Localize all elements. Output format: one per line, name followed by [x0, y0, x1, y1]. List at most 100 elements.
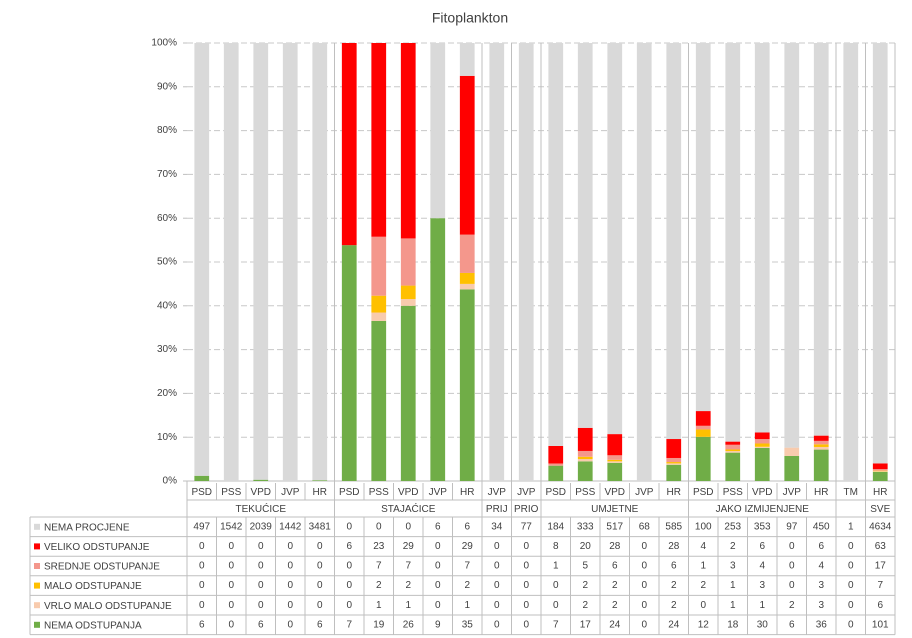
x-tick-label: PSS — [369, 487, 389, 498]
bar-segment — [548, 445, 564, 464]
legend-swatch — [34, 543, 40, 550]
table-value: 0 — [228, 541, 234, 552]
bar-segment — [459, 272, 475, 284]
table-value: 0 — [376, 521, 382, 532]
table-value: 2039 — [250, 521, 273, 532]
table-value: 35 — [462, 619, 474, 630]
table-value: 497 — [193, 521, 210, 532]
table-value: 0 — [523, 561, 529, 572]
table-value: 0 — [258, 580, 264, 591]
bar-segment — [400, 238, 416, 286]
table-value: 4 — [818, 561, 824, 572]
x-tick-label: JVP — [783, 487, 802, 498]
table-value: 3 — [730, 561, 736, 572]
legend-label: NEMA PROCJENE — [44, 522, 130, 533]
x-tick-label: VPD — [604, 487, 625, 498]
table-value: 23 — [373, 541, 385, 552]
table-value: 585 — [665, 521, 682, 532]
legend-label: VRLO MALO ODSTUPANJE — [44, 601, 172, 612]
bar-segment — [459, 283, 475, 290]
bar-segment — [784, 43, 800, 448]
table-value: 6 — [346, 541, 352, 552]
bar-segment — [548, 43, 564, 446]
table-value: 2 — [671, 580, 677, 591]
table-value: 3 — [818, 580, 824, 591]
group-label: PRIO — [514, 504, 539, 515]
group-label: PRIJ — [486, 504, 508, 515]
bar-segment — [459, 234, 475, 273]
bar-segment — [577, 43, 593, 428]
legend-label: VELIKO ODSTUPANJE — [44, 542, 150, 553]
x-tick-label: PSD — [339, 487, 360, 498]
table-value: 0 — [641, 561, 647, 572]
table-value: 0 — [346, 521, 352, 532]
x-tick-label: JVP — [281, 487, 300, 498]
table-value: 1 — [730, 600, 736, 611]
group-label: SVE — [870, 504, 890, 515]
table-value: 34 — [491, 521, 503, 532]
bar-segment — [607, 462, 623, 481]
legend-label: SREDNJE ODSTUPANJE — [44, 562, 160, 573]
table-value: 0 — [346, 561, 352, 572]
y-tick-label: 30% — [157, 344, 177, 355]
y-tick-label: 10% — [157, 432, 177, 443]
table-value: 1542 — [220, 521, 243, 532]
x-tick-label: TM — [844, 487, 858, 498]
bar-segment — [813, 435, 829, 441]
table-value: 0 — [346, 580, 352, 591]
table-value: 4 — [700, 541, 706, 552]
table-value: 6 — [317, 619, 323, 630]
table-value: 2 — [376, 580, 382, 591]
table-value: 6 — [671, 561, 677, 572]
table-value: 17 — [875, 561, 887, 572]
x-tick-label: HR — [313, 487, 327, 498]
bar-segment — [577, 427, 593, 451]
table-value: 0 — [435, 580, 441, 591]
legend-label: MALO ODSTUPANJE — [44, 581, 142, 592]
table-value: 0 — [789, 561, 795, 572]
table-value: 0 — [700, 600, 706, 611]
bar-segment — [636, 43, 652, 481]
bar-segment — [577, 461, 593, 481]
y-tick-label: 100% — [151, 38, 177, 49]
table-value: 1 — [405, 600, 411, 611]
legend-swatch — [34, 523, 40, 530]
table-value: 0 — [523, 580, 529, 591]
table-value: 36 — [816, 619, 828, 630]
bar-segment — [725, 441, 741, 445]
table-value: 6 — [877, 600, 883, 611]
table-value: 0 — [228, 619, 234, 630]
table-value: 0 — [789, 541, 795, 552]
bar-segment — [754, 432, 770, 440]
table-value: 2 — [405, 580, 411, 591]
chart-title: Fitoplankton — [432, 10, 508, 26]
x-tick-label: VPD — [250, 487, 271, 498]
table-value: 9 — [435, 619, 441, 630]
table-value: 0 — [553, 580, 559, 591]
bar-segment — [223, 43, 239, 481]
table-value: 28 — [609, 541, 621, 552]
table-value: 0 — [199, 600, 205, 611]
table-value: 0 — [553, 600, 559, 611]
y-tick-label: 80% — [157, 125, 177, 136]
table-value: 0 — [848, 619, 854, 630]
table-value: 0 — [258, 541, 264, 552]
table-value: 0 — [287, 600, 293, 611]
x-tick-label: HR — [667, 487, 681, 498]
legend-swatch — [34, 563, 40, 569]
table-value: 7 — [376, 561, 382, 572]
bar-segment — [695, 436, 711, 481]
table-value: 100 — [695, 521, 712, 532]
bar-segment — [371, 320, 387, 481]
x-tick-label: PSD — [545, 487, 566, 498]
table-value: 101 — [872, 619, 889, 630]
bar-segment — [813, 43, 829, 436]
table-value: 0 — [258, 561, 264, 572]
bar-segment — [371, 295, 387, 313]
table-value: 24 — [609, 619, 621, 630]
bar-segment — [813, 440, 829, 445]
y-tick-label: 70% — [157, 169, 177, 180]
bar-segment — [253, 43, 269, 480]
bar-segment — [872, 43, 888, 464]
table-value: 3481 — [309, 521, 332, 532]
